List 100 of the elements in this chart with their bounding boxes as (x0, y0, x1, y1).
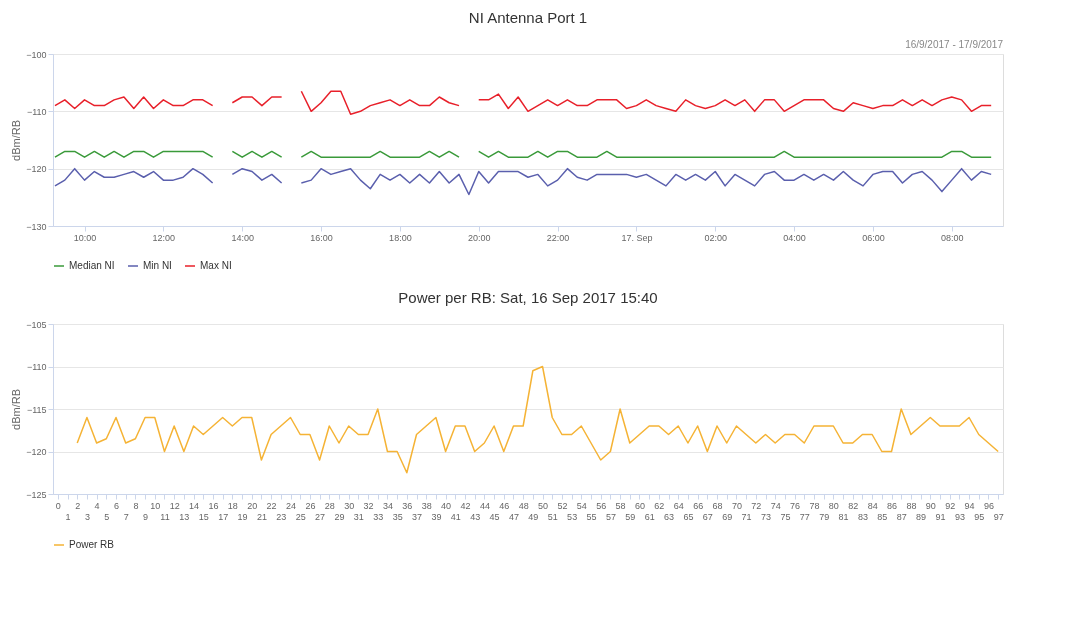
x-tick-label: 63 (664, 511, 675, 522)
x-tick-label: 69 (722, 511, 733, 522)
x-tick-label: 34 (382, 500, 393, 511)
x-tick-label: 61 (644, 511, 655, 522)
x-tick-label: 32 (363, 500, 374, 511)
x-tick-label: 93 (954, 511, 965, 522)
x-tick-label: 36 (402, 500, 413, 511)
y-axis-title: dBm/RB (10, 120, 23, 161)
x-tick-label: 73 (760, 511, 772, 522)
x-tick-label: 04:00 (783, 232, 806, 243)
y-tick-label: −110 (26, 362, 47, 372)
x-tick-label: 48 (518, 500, 529, 511)
line-series (76, 365, 999, 474)
x-tick-label: 18 (227, 500, 238, 511)
x-tick-label: 91 (935, 511, 946, 522)
x-tick-label: 90 (925, 500, 936, 511)
x-tick-label: 35 (392, 511, 403, 522)
x-tick-label: 6 (114, 500, 120, 511)
y-tick-label: −100 (26, 49, 47, 60)
x-tick-label: 56 (596, 500, 607, 511)
y-tick-label: −120 (26, 447, 47, 457)
x-tick-label: 71 (741, 511, 752, 522)
x-tick-label: 79 (819, 511, 830, 522)
x-tick-label: 25 (295, 511, 306, 522)
x-tick-label: 77 (799, 511, 810, 522)
x-tick-label: 92 (945, 500, 956, 511)
y-tick-label: −105 (26, 319, 47, 330)
x-tick-label: 43 (470, 511, 481, 522)
x-tick-label: 65 (683, 511, 694, 522)
x-tick-label: 57 (605, 511, 616, 522)
x-tick-label: 49 (528, 511, 539, 522)
x-tick-label: 52 (557, 500, 568, 511)
x-tick-label: 12 (169, 500, 180, 511)
x-tick-label: 22 (266, 500, 277, 511)
x-tick-label: 84 (867, 500, 878, 511)
x-tick-label: 85 (877, 511, 888, 522)
x-tick-label: 14 (189, 500, 200, 511)
x-tick-label: 14:00 (231, 232, 254, 243)
chart-title: NI Antenna Port 1 (468, 9, 588, 26)
x-tick-label: 20 (247, 500, 258, 511)
x-tick-label: 76 (790, 500, 801, 511)
x-tick-label: 50 (538, 500, 549, 511)
x-tick-label: 62 (654, 500, 665, 511)
x-tick-label: 13 (179, 511, 190, 522)
x-tick-label: 87 (896, 511, 907, 522)
x-tick-label: 08:00 (940, 232, 964, 243)
x-tick-label: 20:00 (467, 232, 491, 243)
x-tick-label: 8 (133, 500, 139, 511)
x-tick-label: 58 (615, 500, 626, 511)
x-tick-label: 0 (55, 500, 61, 511)
x-tick-label: 78 (809, 500, 820, 511)
x-tick-label: 81 (838, 511, 849, 522)
x-tick-label: 33 (373, 511, 384, 522)
x-tick-label: 18:00 (389, 232, 412, 243)
x-tick-label: 26 (305, 500, 316, 511)
x-tick-label: 21 (256, 511, 267, 522)
x-tick-label: 23 (276, 511, 287, 522)
x-tick-label: 54 (576, 500, 587, 511)
x-tick-label: 7 (123, 511, 129, 522)
x-tick-label: 80 (828, 500, 839, 511)
y-axis-title: dBm/RB (10, 389, 23, 430)
x-tick-label: 27 (315, 511, 326, 522)
x-tick-label: 16:00 (310, 232, 333, 243)
x-tick-label: 64 (673, 500, 684, 511)
x-tick-label: 9 (143, 511, 149, 522)
x-tick-label: 31 (353, 511, 364, 522)
x-tick-label: 55 (586, 511, 597, 522)
x-tick-label: 88 (906, 500, 917, 511)
x-tick-label: 53 (567, 511, 578, 522)
x-tick-label: 66 (693, 500, 704, 511)
x-tick-label: 3 (84, 511, 90, 522)
x-tick-label: 02:00 (704, 232, 728, 243)
x-tick-label: 47 (508, 511, 519, 522)
x-tick-label: 96 (983, 500, 994, 511)
x-tick-label: 86 (887, 500, 898, 511)
x-tick-label: 39 (431, 511, 442, 522)
x-tick-label: 67 (702, 511, 713, 522)
x-tick-label: 72 (751, 500, 762, 511)
x-tick-label: 83 (857, 511, 868, 522)
x-tick-label: 1 (65, 511, 71, 522)
x-tick-label: 17. Sep (621, 232, 653, 243)
x-tick-label: 44 (479, 500, 490, 511)
x-tick-label: 46 (499, 500, 510, 511)
legend-label: Median NI (69, 260, 115, 271)
x-tick-label: 5 (104, 511, 110, 522)
legend-label: Power RB (69, 539, 115, 550)
y-tick-label: −110 (26, 106, 47, 117)
x-tick-label: 2 (75, 500, 81, 511)
legend-label: Max NI (200, 260, 232, 271)
x-tick-label: 59 (625, 511, 636, 522)
x-tick-label: 74 (770, 500, 781, 511)
x-tick-label: 37 (412, 511, 423, 522)
x-tick-label: 12:00 (152, 232, 176, 243)
chart-title: Power per RB: Sat, 16 Sep 2017 15:40 (398, 289, 658, 306)
x-tick-label: 51 (547, 511, 558, 522)
x-tick-label: 38 (421, 500, 432, 511)
x-tick-label: 75 (780, 511, 791, 522)
x-tick-label: 10 (150, 500, 161, 511)
x-tick-label: 40 (441, 500, 452, 511)
x-tick-label: 41 (450, 511, 461, 522)
